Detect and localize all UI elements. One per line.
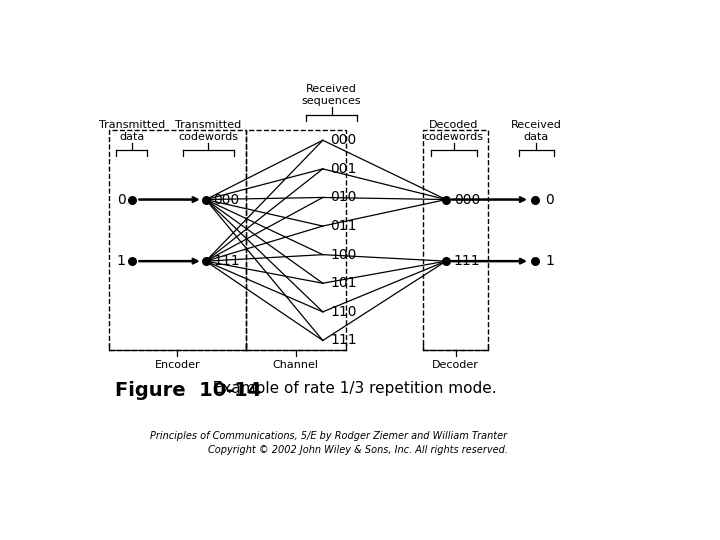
Text: 000: 000 [330,133,356,147]
Point [528,195,540,204]
Text: Principles of Communications, 5/E by Rodger Ziemer and William Tranter
Copyright: Principles of Communications, 5/E by Rod… [150,430,508,455]
Text: 000: 000 [213,193,240,206]
Bar [423,130,488,350]
Text: 001: 001 [330,162,357,176]
Text: Transmitted
codewords: Transmitted codewords [175,120,241,142]
Text: Encoder: Encoder [155,361,200,370]
Point [440,257,451,266]
Text: Decoder: Decoder [432,361,479,370]
Text: 111: 111 [454,254,480,268]
Text: Example of rate 1/3 repetition mode.: Example of rate 1/3 repetition mode. [204,381,497,395]
Point [126,257,138,266]
Text: Received
sequences: Received sequences [302,84,361,106]
Text: Received
data: Received data [510,120,562,142]
Text: Transmitted
data: Transmitted data [99,120,165,142]
Text: 101: 101 [330,276,357,291]
Text: 111: 111 [213,254,240,268]
Text: Figure  10-14: Figure 10-14 [115,381,261,400]
Text: Channel: Channel [273,361,319,370]
Bar [246,130,346,350]
Text: 1: 1 [545,254,554,268]
Bar [109,130,246,350]
Point [200,195,212,204]
Point [528,257,540,266]
Text: 0: 0 [545,193,554,206]
Text: Decoded
codewords: Decoded codewords [423,120,484,142]
Text: 100: 100 [330,248,357,262]
Text: 110: 110 [330,305,357,319]
Text: 000: 000 [454,193,480,206]
Text: 011: 011 [330,219,357,233]
Text: 1: 1 [117,254,125,268]
Text: 010: 010 [330,191,357,205]
Point [200,257,212,266]
Text: 0: 0 [117,193,125,206]
Point [440,195,451,204]
Text: 111: 111 [330,334,357,347]
Point [126,195,138,204]
